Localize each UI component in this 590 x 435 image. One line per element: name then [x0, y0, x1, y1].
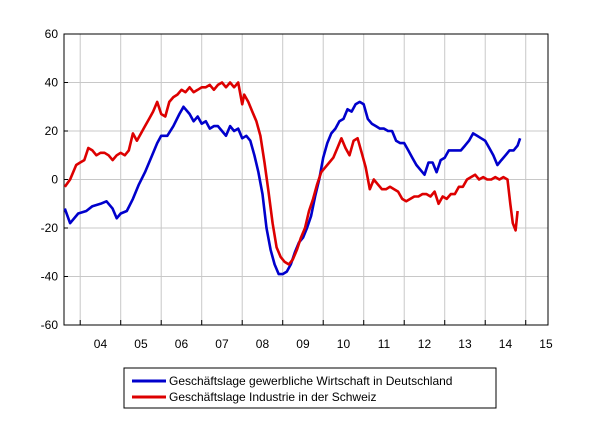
x-tick-label-07: 07 [215, 337, 229, 351]
y-axis: -60 -40 -20 0 20 40 60 [41, 27, 68, 332]
y-tick-label--40: -40 [41, 270, 59, 284]
x-tick-label-11: 11 [378, 337, 391, 351]
x-tick-label-08: 08 [256, 337, 270, 351]
legend: Geschäftslage gewerbliche Wirtschaft in … [123, 367, 497, 409]
x-tick-label-13: 13 [458, 337, 472, 351]
x-tick-label-14: 14 [499, 337, 513, 351]
x-tick-label-10: 10 [337, 337, 351, 351]
y-tick-label-60: 60 [45, 27, 59, 41]
series-layer [63, 81, 522, 276]
y-tick-label--60: -60 [41, 318, 59, 332]
x-tick-label-05: 05 [134, 337, 148, 351]
x-tick-label-09: 09 [296, 337, 310, 351]
legend-box [123, 367, 497, 409]
x-tick-label-06: 06 [175, 337, 189, 351]
y-tick-label--20: -20 [41, 221, 59, 235]
y-tick-label-0: 0 [51, 173, 58, 187]
x-tick-label-12: 12 [418, 337, 432, 351]
legend-label-schweiz: Geschäftslage Industrie in der Schweiz [169, 390, 376, 404]
y-tick-label-20: 20 [45, 124, 59, 138]
series-line-deutschland [63, 100, 522, 276]
legend-label-deutschland: Geschäftslage gewerbliche Wirtschaft in … [169, 374, 452, 388]
x-tick-label-15: 15 [539, 337, 553, 351]
x-axis: 04 05 06 07 08 09 10 11 12 13 14 15 [79, 320, 553, 351]
y-tick-label-40: 40 [45, 76, 59, 90]
x-tick-label-04: 04 [94, 337, 108, 351]
chart-grid [64, 34, 548, 325]
series-line-schweiz [63, 81, 519, 266]
